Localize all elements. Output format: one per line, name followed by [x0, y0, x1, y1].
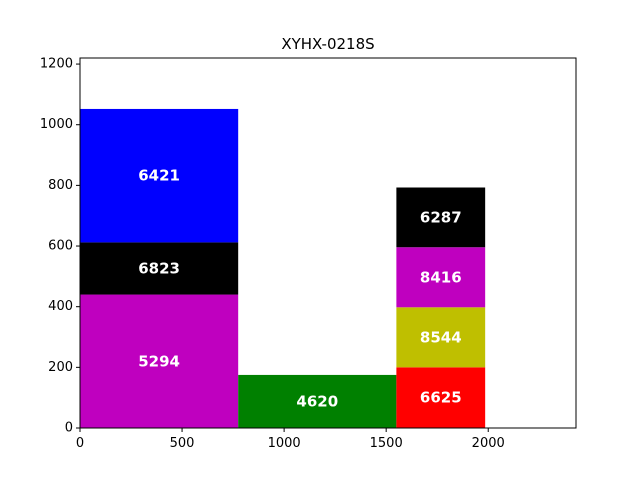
- y-tick-label: 1200: [40, 57, 73, 72]
- bar-segment: [396, 247, 486, 308]
- y-tick-label: 200: [48, 360, 73, 375]
- x-tick-label: 1000: [268, 436, 301, 451]
- x-tick-label: 500: [170, 436, 195, 451]
- y-tick-label: 1000: [40, 117, 73, 132]
- plot-frame: [79, 57, 577, 429]
- bar-segment: [396, 187, 486, 248]
- segment-value-label: 4620: [296, 392, 338, 410]
- bar-segment: [80, 242, 239, 295]
- segment-value-label: 6823: [138, 259, 180, 277]
- y-tick-label: 600: [48, 239, 73, 254]
- segment-value-label: 6287: [420, 208, 462, 226]
- bar-segment: [80, 294, 239, 428]
- segment-value-label: 8544: [420, 328, 462, 346]
- x-tick-label: 0: [76, 436, 84, 451]
- bar-segment: [396, 367, 486, 428]
- y-tick-label: 400: [48, 299, 73, 314]
- segment-value-label: 5294: [138, 352, 180, 370]
- axes: 0 500 1000 1500 2000 0 200 400 600 800 1000 1200: [40, 57, 505, 451]
- y-tick-label: 0: [65, 421, 73, 436]
- bar-segment: [238, 374, 397, 428]
- bar-segments: 5294 6823 6421 4620 6625 8544 8416 6287: [80, 108, 486, 428]
- bar-segment: [396, 307, 486, 368]
- x-tick-label: 1500: [370, 436, 403, 451]
- x-tick-label: 2000: [472, 436, 505, 451]
- segment-value-label: 6421: [138, 167, 180, 185]
- y-tick-label: 800: [48, 178, 73, 193]
- segment-value-label: 6625: [420, 389, 462, 407]
- segment-value-label: 8416: [420, 268, 462, 286]
- chart-title: XYHX-0218S: [281, 35, 374, 53]
- bar-segment: [80, 108, 239, 243]
